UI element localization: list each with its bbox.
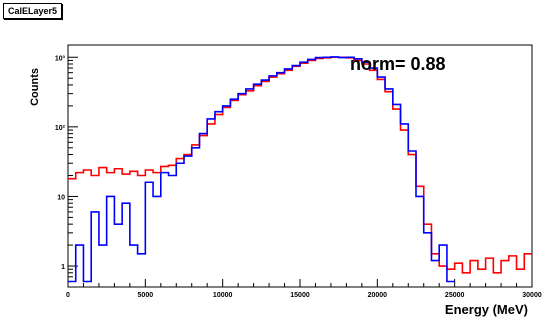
x-tick-label: 0 — [66, 292, 70, 299]
y-tick-label: 10 — [57, 194, 65, 201]
x-tick-label: 20000 — [368, 292, 388, 299]
y-axis: 1 10 10² 10³ — [55, 55, 78, 287]
norm-annotation: norm= 0.88 — [350, 54, 446, 74]
y-tick-label: 10³ — [55, 55, 66, 62]
y-tick-label: 1 — [61, 264, 65, 271]
x-tick-label: 15000 — [290, 292, 310, 299]
x-tick-label: 5000 — [138, 292, 154, 299]
series-line — [68, 57, 455, 282]
series-line — [68, 57, 532, 273]
y-axis-label: Counts — [29, 68, 41, 106]
series-layer — [68, 57, 532, 282]
x-axis: 0 5000 10000 15000 20000 25000 30000 — [66, 279, 542, 299]
x-tick-label: 30000 — [522, 292, 542, 299]
x-axis-label: Energy (MeV) — [445, 302, 528, 317]
x-tick-label: 25000 — [445, 292, 465, 299]
y-tick-label: 10² — [55, 125, 66, 132]
x-tick-label: 10000 — [213, 292, 233, 299]
